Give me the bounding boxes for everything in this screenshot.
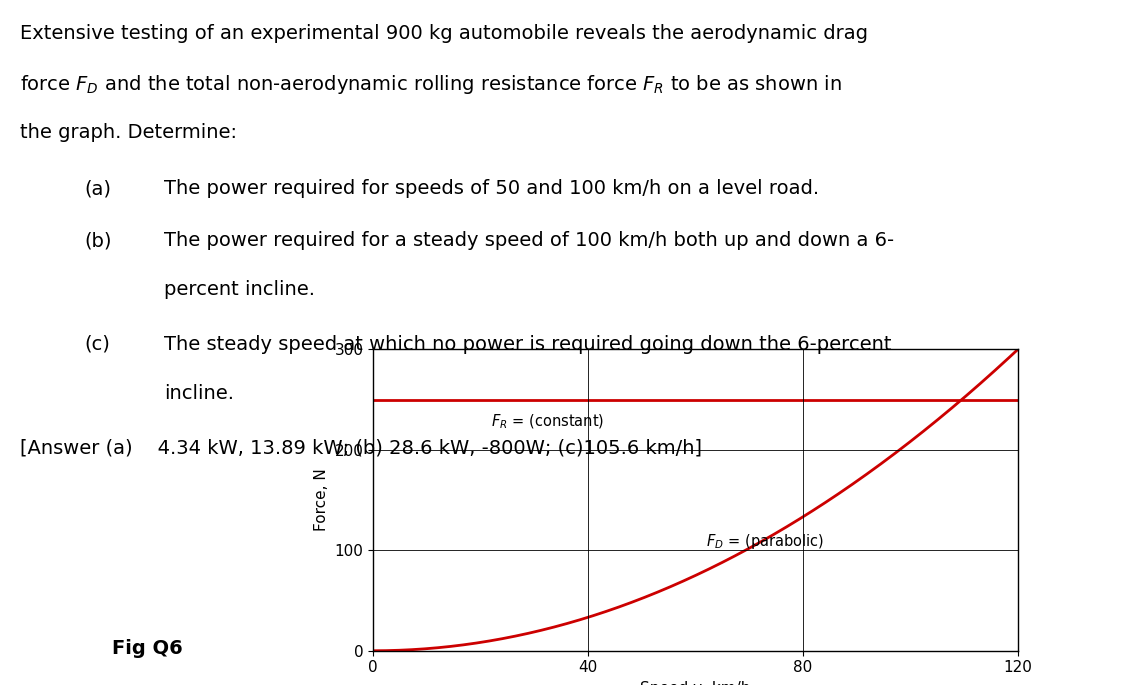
Text: incline.: incline. <box>164 384 234 403</box>
Text: percent incline.: percent incline. <box>164 280 316 299</box>
Text: $F_D$ = (parabolic): $F_D$ = (parabolic) <box>706 532 824 551</box>
Text: $F_R$ = (constant): $F_R$ = (constant) <box>491 412 605 431</box>
Text: (a): (a) <box>85 179 112 199</box>
Text: Fig Q6: Fig Q6 <box>112 638 182 658</box>
Text: (c): (c) <box>85 335 111 353</box>
X-axis label: Speed v, km/h: Speed v, km/h <box>640 681 751 685</box>
Text: The power required for speeds of 50 and 100 km/h on a level road.: The power required for speeds of 50 and … <box>164 179 819 199</box>
Text: The steady speed at which no power is required going down the 6-percent: The steady speed at which no power is re… <box>164 335 891 353</box>
Text: [Answer (a)    4.34 kW, 13.89 kW; (b) 28.6 kW, -800W; (c)105.6 km/h]: [Answer (a) 4.34 kW, 13.89 kW; (b) 28.6 … <box>20 438 702 458</box>
Text: Extensive testing of an experimental 900 kg automobile reveals the aerodynamic d: Extensive testing of an experimental 900… <box>20 24 869 43</box>
Y-axis label: Force, N: Force, N <box>314 469 329 532</box>
Text: force $F_D$ and the total non-aerodynamic rolling resistance force $F_R$ to be a: force $F_D$ and the total non-aerodynami… <box>20 73 843 97</box>
Text: the graph. Determine:: the graph. Determine: <box>20 123 238 142</box>
Text: The power required for a steady speed of 100 km/h both up and down a 6-: The power required for a steady speed of… <box>164 231 895 250</box>
Text: (b): (b) <box>85 231 112 250</box>
